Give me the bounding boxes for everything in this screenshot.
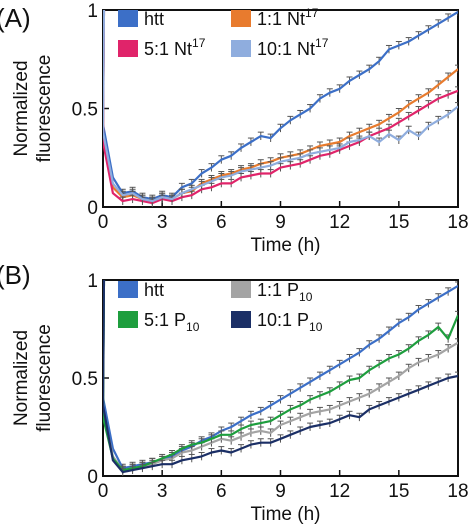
legend-swatch	[118, 10, 138, 27]
series-3	[103, 280, 458, 475]
y-axis-title-line-2: fluorescence	[34, 324, 55, 432]
legend-label-index: 17	[305, 6, 319, 20]
legend-label: 1:1 Nt17	[257, 6, 319, 29]
legend-swatch	[118, 311, 138, 328]
x-tick-label: 12	[329, 212, 350, 233]
x-tick-label: 6	[216, 481, 227, 502]
series-4	[103, 10, 458, 206]
legend-item-4: 10:1 Nt17	[231, 36, 329, 59]
legend-item-2: 1:1 Nt17	[231, 6, 319, 29]
legend-swatch	[231, 281, 251, 298]
legend-swatch	[118, 40, 138, 57]
series-spike	[103, 280, 106, 406]
chart-panel-1: (A) 0 3 6 9 12 15 18 0 0.5 1 Time (h) Normalizedfluo…	[0, 1, 469, 256]
legend-label-index: 17	[315, 36, 329, 50]
x-tick-label: 0	[98, 212, 109, 233]
x-tick-label: 3	[157, 481, 168, 502]
x-tick-label: 9	[275, 212, 286, 233]
legend-swatch	[231, 40, 251, 57]
chart-panel-2: (B) 0 3 6 9 12 15 18 0 0.5 1 Time (h) Normalizedfluo…	[0, 260, 469, 525]
series-spike	[103, 10, 106, 133]
x-tick-label: 6	[216, 212, 227, 233]
legend-item-1: htt	[118, 280, 164, 300]
legend-label: 1:1 P10	[257, 280, 313, 304]
y-tick-label: 1	[87, 1, 98, 22]
legend-item-4: 10:1 P10	[231, 310, 323, 334]
legend-label: 10:1 Nt17	[257, 36, 329, 59]
legend-swatch	[118, 281, 138, 298]
legend-swatch	[231, 311, 251, 328]
legend-label-text: htt	[144, 9, 164, 29]
legend-item-3: 5:1 P10	[118, 310, 200, 334]
series-line	[103, 374, 458, 474]
legend-item-2: 1:1 P10	[231, 280, 313, 304]
panel-label: (B)	[0, 260, 31, 290]
legend-label-index: 10	[299, 290, 313, 304]
legend-swatch	[231, 10, 251, 27]
legend-label: htt	[144, 9, 164, 29]
x-tick-label: 18	[447, 212, 468, 233]
x-tick-label: 0	[98, 481, 109, 502]
y-axis-title: Normalized fluorescence	[11, 55, 55, 163]
y-tick-label: 0	[87, 467, 98, 488]
x-axis-title: Time (h)	[250, 504, 320, 525]
legend-label-text: 5:1 Nt	[144, 39, 192, 59]
legend-label: 10:1 P10	[257, 310, 323, 334]
legend-label: htt	[144, 280, 164, 300]
y-axis-title: Normalized fluorescence	[11, 324, 55, 432]
series-line	[103, 314, 458, 472]
y-tick-label: 1	[87, 271, 98, 292]
y-axis-title-line-1: Normalized	[11, 60, 32, 156]
legend-label-text: 5:1 P	[144, 310, 186, 330]
y-tick-label: 0.5	[72, 369, 98, 390]
y-axis-title-line-1: Normalized	[11, 330, 32, 426]
legend-label-text: 1:1 P	[257, 280, 299, 300]
legend-label: 5:1 Nt17	[144, 36, 206, 59]
legend-label-index: 10	[309, 320, 323, 334]
panel-label: (A)	[0, 3, 31, 33]
series-1	[103, 10, 458, 204]
x-tick-label: 3	[157, 212, 168, 233]
series-line	[103, 105, 458, 203]
x-tick-label: 9	[275, 481, 286, 502]
plot-area	[103, 280, 458, 476]
y-axis-title-line-2: fluorescence	[34, 55, 55, 163]
legend-item-3: 5:1 Nt17	[118, 36, 206, 59]
x-tick-label: 12	[329, 481, 350, 502]
x-axis-title: Time (h)	[250, 235, 320, 256]
legend-label-text: 10:1 Nt	[257, 39, 315, 59]
legend-label-index: 10	[186, 320, 200, 334]
series-1	[103, 280, 458, 473]
legend-label-text: htt	[144, 280, 164, 300]
legend-label-text: 10:1 P	[257, 310, 309, 330]
series-2	[103, 280, 458, 475]
x-tick-label: 15	[388, 481, 409, 502]
legend-item-1: htt	[118, 9, 164, 29]
plot-area	[103, 10, 458, 207]
y-tick-label: 0.5	[72, 100, 98, 121]
legend-label-text: 1:1 Nt	[257, 9, 305, 29]
legend-label: 5:1 P10	[144, 310, 200, 334]
legend-label-index: 17	[192, 36, 206, 50]
series-4	[103, 280, 458, 476]
series-2	[103, 10, 458, 206]
x-tick-label: 18	[447, 481, 468, 502]
series-line	[103, 341, 458, 472]
x-tick-label: 15	[388, 212, 409, 233]
y-tick-label: 0	[87, 198, 98, 219]
